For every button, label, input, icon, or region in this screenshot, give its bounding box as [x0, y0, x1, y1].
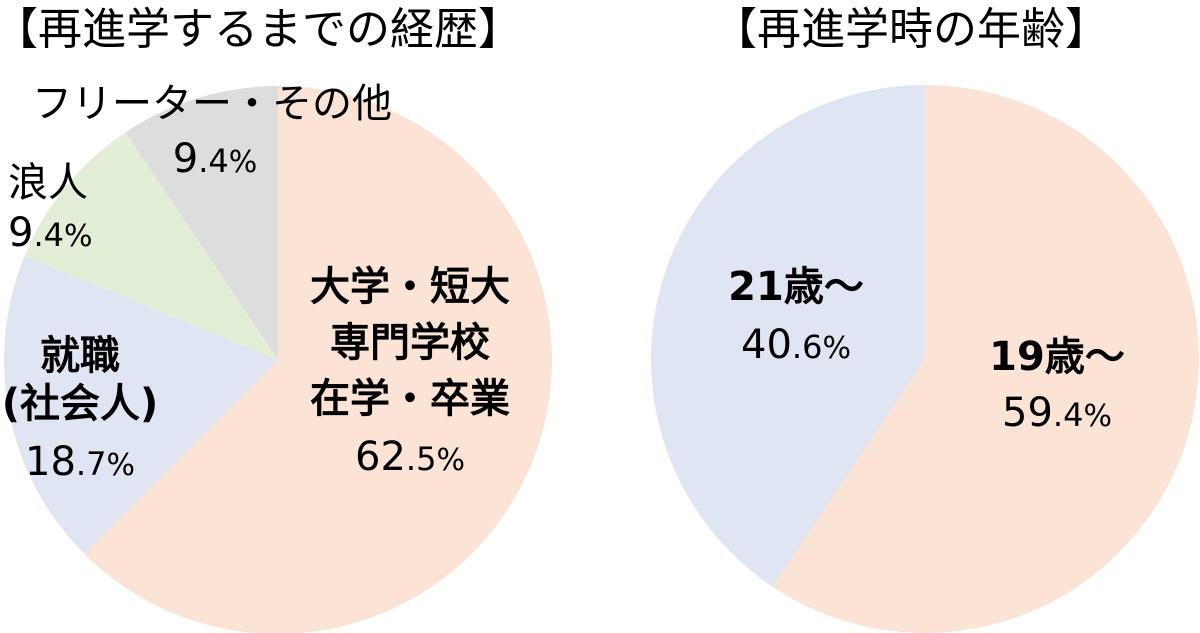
slice-label-line: フリーター・その他	[32, 81, 392, 127]
left-chart-title: 【再進学するまでの経歴】	[0, 4, 522, 55]
slice-label-line: 浪人	[8, 160, 88, 206]
pct-sign: %	[436, 443, 465, 478]
pie-0-slice-0	[84, 86, 552, 633]
slice-label-line: (社会人)	[2, 381, 159, 427]
pie-1-slice-0	[772, 85, 1199, 633]
pct-sign: %	[64, 219, 93, 254]
pie-1-slice-1	[651, 85, 925, 587]
pie-1-slice-0-label: 19歳～ 59.4%	[989, 334, 1125, 436]
pct-dec: .5	[406, 440, 437, 478]
slice-percent: 18.7%	[25, 439, 135, 485]
pct-num: 40	[741, 322, 792, 368]
slice-label-line: 就職	[40, 333, 120, 379]
pct-dec: .4	[33, 216, 64, 254]
right-chart-title: 【再進学時の年齢】	[713, 4, 1109, 55]
pie-0-slice-3	[125, 86, 279, 360]
slice-percent: 59.4%	[1002, 390, 1112, 436]
right-pie-chart	[651, 85, 1199, 633]
slice-percent: 9.4%	[173, 136, 258, 182]
slice-label-line: 在学・卒業	[310, 376, 510, 422]
pct-sign: %	[822, 331, 851, 366]
slice-label-line: 大学・短大	[310, 264, 510, 310]
pct-num: 62	[355, 434, 406, 480]
pct-num: 9	[173, 136, 198, 182]
pie-0-slice-1-label: 就職(社会人) 18.7%	[2, 333, 159, 485]
pct-dec: .4	[198, 142, 229, 180]
pie-0-slice-2-label: 浪人9.4%	[8, 160, 93, 256]
pct-num: 59	[1002, 390, 1053, 436]
pie-0-slice-2	[24, 132, 279, 360]
pct-num: 9	[8, 210, 33, 256]
slice-percent: 9.4%	[8, 210, 93, 256]
pct-dec: .7	[76, 445, 107, 483]
slice-label-line: 専門学校	[330, 320, 490, 366]
pct-dec: .4	[1053, 396, 1084, 434]
left-pie-chart	[3, 86, 552, 633]
pie-0-slice-1	[3, 255, 279, 554]
slice-labels: 大学・短大専門学校在学・卒業62.5%就職(社会人)18.7%浪人9.4%フリー…	[2, 81, 1125, 485]
pct-sign: %	[229, 145, 258, 180]
slice-percent: 40.6%	[741, 322, 851, 368]
pie-0-slice-3-label: フリーター・その他 9.4%	[32, 81, 392, 182]
pct-num: 18	[25, 439, 76, 485]
pct-sign: %	[1083, 399, 1112, 434]
pie-1-slice-1-label: 21歳～ 40.6%	[728, 264, 864, 368]
pct-dec: .6	[792, 328, 823, 366]
slice-percent: 62.5%	[355, 434, 465, 480]
slice-label-line: 21歳～	[728, 264, 864, 310]
slice-label-line: 19歳～	[989, 334, 1125, 380]
pct-sign: %	[106, 448, 135, 483]
